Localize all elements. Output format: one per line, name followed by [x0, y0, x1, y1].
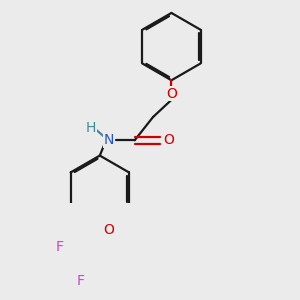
Text: H: H: [85, 121, 96, 135]
Text: F: F: [77, 274, 85, 288]
Text: F: F: [56, 240, 63, 254]
Text: O: O: [166, 87, 177, 101]
Text: O: O: [163, 133, 174, 147]
Text: O: O: [103, 223, 114, 237]
Text: N: N: [104, 133, 114, 147]
